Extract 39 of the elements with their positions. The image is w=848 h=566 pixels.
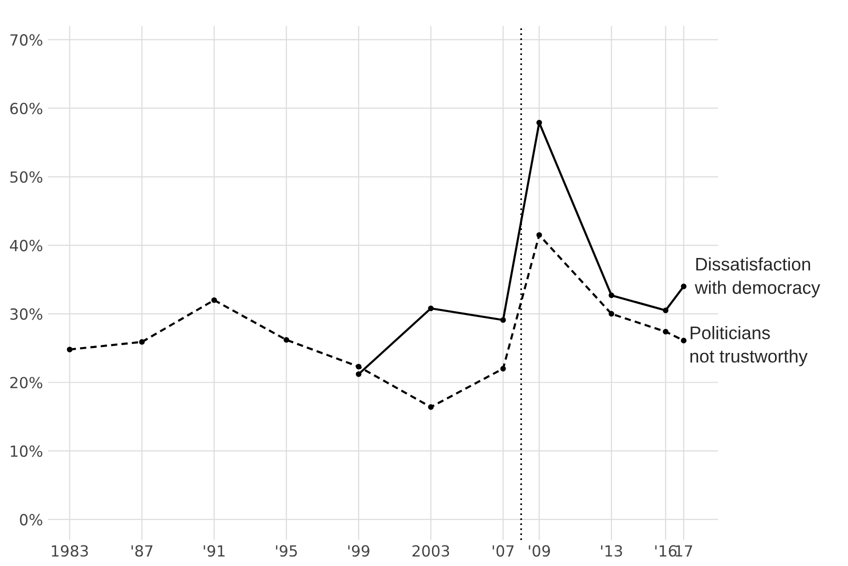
x-tick-label: 2003 xyxy=(412,545,450,557)
point xyxy=(66,346,72,352)
point xyxy=(662,308,668,314)
y-tick-label: 0% xyxy=(20,514,42,526)
point xyxy=(608,292,614,298)
x-tick-label: '91 xyxy=(204,545,225,557)
point xyxy=(211,297,217,303)
series-label: Dissatisfaction with democracy xyxy=(694,257,820,298)
x-tick-label: 17 xyxy=(676,545,692,556)
point xyxy=(536,120,542,126)
point xyxy=(500,366,506,372)
point xyxy=(662,328,668,334)
x-tick-label: 1983 xyxy=(52,545,88,557)
point xyxy=(536,232,542,238)
point xyxy=(680,284,686,290)
x-tick-label: '09 xyxy=(528,545,550,557)
series-label: Politicians not trustworthy xyxy=(690,326,808,366)
point xyxy=(284,337,290,343)
y-tick-label: 70% xyxy=(10,34,42,46)
x-tick-label: '95 xyxy=(276,545,297,557)
x-tick-label: '16 xyxy=(655,545,676,557)
y-tick-label: 60% xyxy=(10,102,42,114)
point xyxy=(356,371,362,377)
y-tick-label: 30% xyxy=(10,308,42,320)
x-tick-label: '87 xyxy=(132,545,152,557)
x-tick-label: '13 xyxy=(601,545,622,557)
point xyxy=(356,364,362,370)
point xyxy=(139,339,145,345)
point xyxy=(428,404,434,410)
point xyxy=(500,317,506,323)
y-tick-label: 10% xyxy=(10,445,42,457)
point xyxy=(428,306,434,312)
y-tick-label: 40% xyxy=(10,240,42,252)
x-tick-label: '99 xyxy=(348,545,370,557)
y-tick-label: 50% xyxy=(10,171,42,183)
x-tick-label: '07 xyxy=(492,545,514,557)
y-tick-label: 20% xyxy=(10,376,42,388)
point xyxy=(608,311,614,317)
point xyxy=(680,338,686,344)
